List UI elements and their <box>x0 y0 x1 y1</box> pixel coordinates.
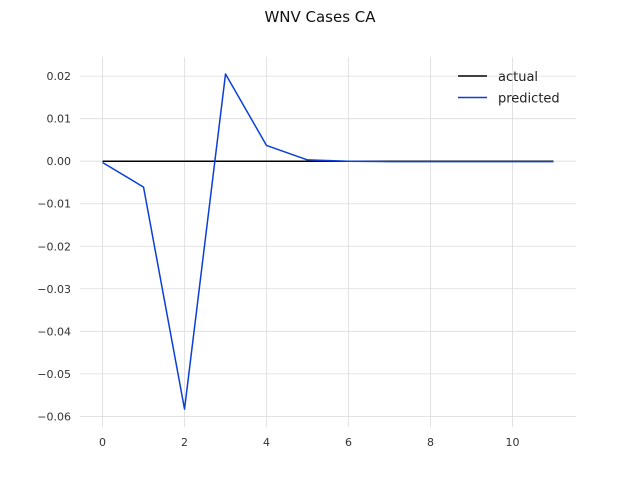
plot-area <box>102 73 554 410</box>
legend-label-actual: actual <box>498 70 538 85</box>
x-tick-label: 6 <box>345 436 352 449</box>
y-tick-label: 0.01 <box>47 113 72 126</box>
chart-title: WNV Cases CA <box>264 8 376 26</box>
legend: actual predicted <box>458 70 560 107</box>
series-line-predicted <box>102 73 554 410</box>
y-tick-label: 0.02 <box>47 70 72 83</box>
x-tick-label: 2 <box>181 436 188 449</box>
y-tick-label: −0.06 <box>37 410 71 423</box>
y-tick-label: −0.01 <box>37 198 71 211</box>
x-tick-label: 0 <box>99 436 106 449</box>
x-tick-label: 8 <box>427 436 434 449</box>
legend-label-predicted: predicted <box>498 92 560 107</box>
y-tick-label: −0.05 <box>37 368 71 381</box>
y-tick-label: −0.03 <box>37 283 71 296</box>
x-tick-label: 10 <box>505 436 519 449</box>
y-tick-label: −0.02 <box>37 240 71 253</box>
y-axis: 0.02 0.01 0.00 −0.01 −0.02 −0.03 −0.04 −0.05 −0.… <box>37 70 71 423</box>
x-axis: 0 2 4 6 8 10 <box>99 436 519 449</box>
y-tick-label: −0.04 <box>37 325 71 338</box>
y-tick-label: 0.00 <box>47 155 72 168</box>
x-tick-label: 4 <box>263 436 270 449</box>
